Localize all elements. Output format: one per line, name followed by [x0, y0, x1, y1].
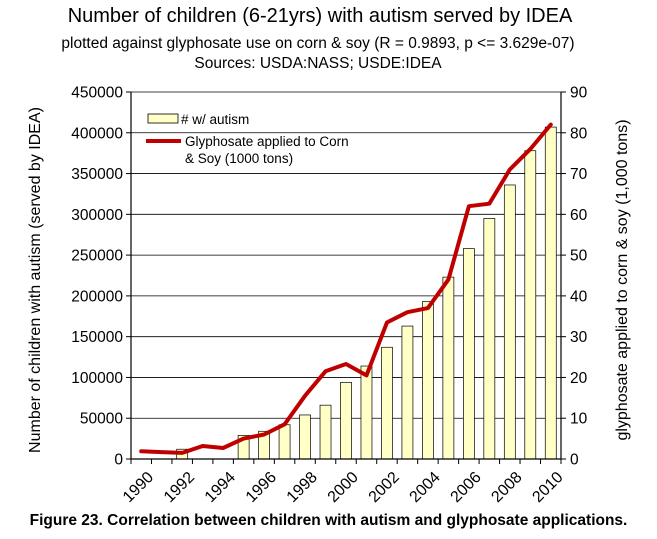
chart: Number of children (6-21yrs) with autism…	[27, 5, 631, 506]
legend-bar-swatch	[147, 113, 179, 124]
y2-tick-label: 0	[570, 452, 579, 469]
chart-title: Number of children (6-21yrs) with autism…	[68, 5, 573, 27]
y2-tick-label: 20	[570, 370, 588, 387]
legend-bar-label: # w/ autism	[181, 112, 249, 127]
x-tick-label: 1990	[120, 469, 157, 506]
y-tick-label: 300000	[71, 207, 123, 224]
y-tick-label: 450000	[71, 85, 123, 102]
x-tick-label: 2010	[529, 469, 566, 506]
x-tick-label: 1998	[284, 469, 321, 506]
bar-autism-1998	[299, 414, 311, 460]
x-tick-label: 1994	[202, 469, 239, 506]
bar-autism-2008	[503, 184, 516, 460]
y2-tick-label: 60	[570, 207, 588, 224]
legend: # w/ autism Glyphosate applied to Corn &…	[146, 112, 352, 166]
x-tick-label: 2008	[488, 469, 525, 506]
bar-autism-2004	[422, 301, 434, 460]
x-tick-label: 2000	[325, 469, 362, 506]
y2-tick-label: 90	[570, 85, 588, 102]
x-tick-label: 2002	[366, 469, 403, 506]
legend-line-label-part2: & Soy (1000 tons)	[185, 151, 293, 166]
plot-frame	[130, 92, 562, 460]
y2-axis-label: glyphosate applied to corn & soy (1,000 …	[614, 119, 631, 440]
y-tick-label: 150000	[71, 329, 123, 346]
y-tick-label: 200000	[71, 288, 123, 305]
y-tick-label: 350000	[71, 166, 123, 183]
y2-tick-label: 80	[570, 125, 588, 142]
y-tick-label: 400000	[71, 125, 123, 142]
y2-tick-label: 50	[570, 248, 588, 265]
x-tick-label: 1992	[161, 469, 198, 506]
bar-autism-2009	[524, 150, 537, 460]
y2-tick-label: 30	[570, 329, 588, 346]
y-tick-label: 0	[114, 452, 123, 469]
chart-subtitle: plotted against glyphosate use on corn &…	[61, 35, 574, 52]
figure-caption: Figure 23. Correlation between children …	[29, 512, 628, 529]
legend-line-label: Glyphosate applied to Corn & Soy (1000 t…	[185, 134, 352, 166]
y2-axis-ticks: 0 10 20 30 40 50 60 70 80 90	[561, 85, 588, 469]
y-axis-ticks: 0 50000 100000 150000 200000 250000 300000 3500…	[71, 85, 131, 469]
bar-autism-2000	[340, 381, 352, 460]
y2-tick-label: 70	[570, 166, 588, 183]
gridlines	[131, 91, 561, 460]
x-tick-label: 1996	[243, 469, 280, 506]
x-tick-label: 2006	[448, 469, 485, 506]
line-series	[139, 122, 553, 455]
bar-autism-2003	[401, 325, 414, 460]
x-axis-ticks: 1990 1992 1994 1996 1998 2000 2002 2004 2006 2008…	[120, 459, 567, 506]
legend-line-label-part1: Glyphosate applied to Corn	[185, 134, 349, 149]
y2-tick-label: 40	[570, 288, 588, 305]
chart-sources: Sources: USDA:NASS; USDE:IDEA	[194, 55, 442, 72]
x-tick-label: 2004	[407, 469, 444, 506]
bar-autism-2002	[381, 346, 393, 460]
bar-autism-1997	[278, 424, 291, 460]
y-tick-label: 50000	[80, 411, 123, 428]
y-tick-label: 250000	[71, 248, 123, 265]
bar-series	[176, 126, 557, 460]
y-tick-label: 100000	[71, 370, 123, 387]
bar-autism-1999	[319, 404, 332, 460]
bar-autism-2006	[463, 248, 475, 460]
bar-autism-2001	[360, 365, 373, 460]
bar-autism-2007	[483, 218, 496, 460]
bar-autism-2005	[442, 276, 455, 460]
y2-tick-label: 10	[570, 411, 588, 428]
y-axis-label: Number of children with autism (served b…	[27, 107, 44, 453]
bar-autism-2010	[544, 126, 557, 460]
